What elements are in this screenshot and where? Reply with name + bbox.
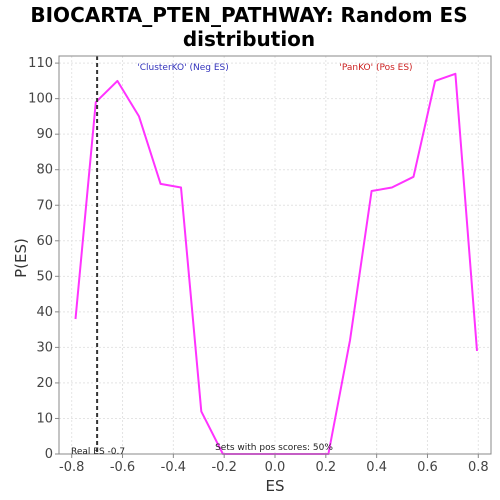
x-tick-label: 0.0: [265, 460, 286, 475]
y-tick-label: 0: [45, 447, 53, 462]
y-tick-label: 80: [36, 163, 53, 178]
pos-scores-annotation: Sets with pos scores: 50%: [215, 443, 333, 453]
neg-es-annotation: 'ClusterKO' (Neg ES): [137, 63, 229, 73]
x-axis-label: ES: [266, 477, 285, 495]
grid: [59, 56, 491, 455]
x-tick-label: 0.6: [417, 460, 438, 475]
y-tick-label: 50: [36, 269, 53, 284]
y-tick-label: 40: [36, 305, 53, 320]
pos-es-annotation: 'PanKO' (Pos ES): [339, 63, 412, 73]
y-tick-label: 10: [36, 411, 53, 426]
y-axis: 0 10 20 30 40 50 60 70 80 90 100 110: [28, 56, 59, 462]
y-tick-label: 20: [36, 376, 53, 391]
real-es-annotation: Real ES -0.7: [71, 447, 125, 457]
plot-area: [58, 55, 492, 455]
y-tick-label: 90: [36, 127, 53, 142]
y-tick-label: 60: [36, 234, 53, 249]
x-tick-label: 0.4: [366, 460, 387, 475]
x-tick-label: 0.8: [468, 460, 489, 475]
chart-title-line2: distribution: [183, 27, 315, 51]
plot-background: [59, 56, 491, 454]
x-axis: -0.8 -0.6 -0.4 -0.2 0.0 0.2 0.4 0.6 0.8: [59, 454, 489, 475]
x-tick-label: -0.2: [211, 460, 236, 475]
y-tick-label: 100: [28, 92, 53, 107]
y-tick-label: 110: [28, 56, 53, 71]
x-tick-label: -0.8: [59, 460, 84, 475]
x-tick-label: -0.6: [110, 460, 135, 475]
x-tick-label: 0.2: [315, 460, 336, 475]
y-axis-label: P(ES): [12, 238, 30, 278]
y-tick-label: 70: [36, 198, 53, 213]
x-tick-label: -0.4: [161, 460, 186, 475]
y-tick-label: 30: [36, 340, 53, 355]
chart-title-line1: BIOCARTA_PTEN_PATHWAY: Random ES: [30, 3, 467, 27]
